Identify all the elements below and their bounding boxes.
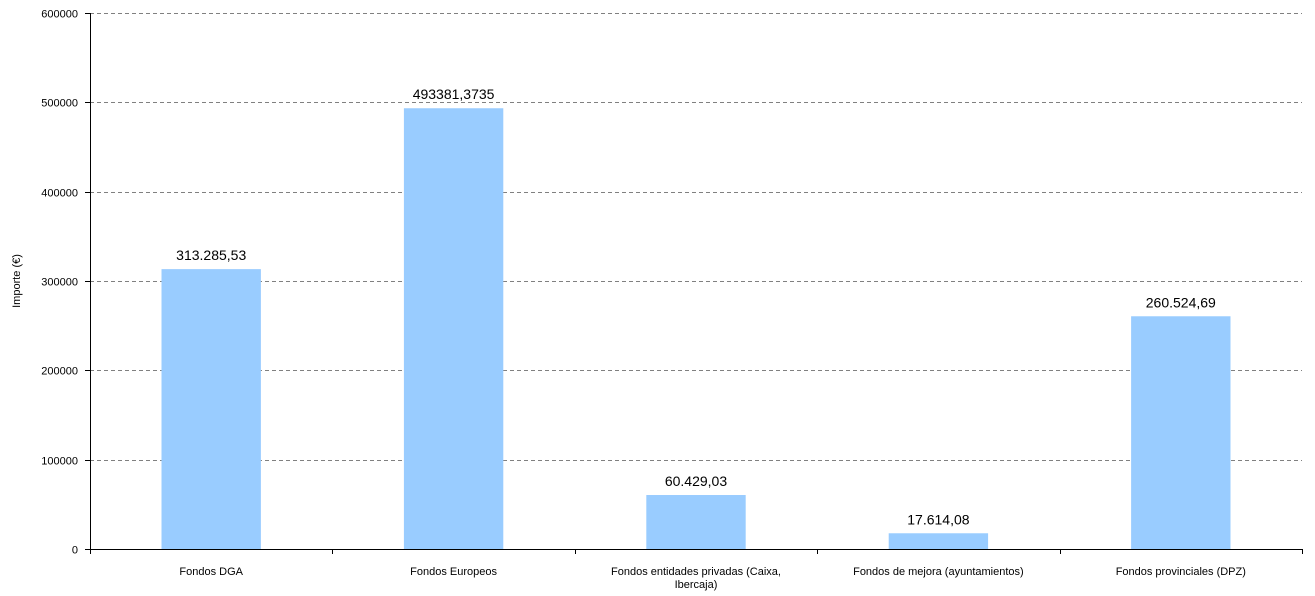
- y-tick-label: 0: [72, 545, 78, 557]
- y-axis-title: Importe (€): [11, 254, 23, 308]
- bar: [403, 108, 504, 549]
- labels: 0 100000 200000 300000 400000 500000 600000 313…: [41, 9, 1246, 592]
- bar: [161, 269, 261, 549]
- x-tick-label: Fondos entidades privadas (Caixa,: [611, 566, 781, 578]
- bar: [888, 533, 989, 549]
- data-label: 60.429,03: [665, 473, 727, 489]
- data-label: 313.285,53: [176, 247, 246, 263]
- x-tick-label: Fondos provinciales (DPZ): [1116, 566, 1246, 578]
- bars: [161, 108, 1231, 549]
- y-tick-label: 100000: [41, 456, 78, 468]
- data-label: 17.614,08: [907, 511, 969, 527]
- x-tick-label: Ibercaja): [675, 579, 718, 591]
- data-label: 493381,3735: [413, 86, 495, 102]
- y-tick-label: 200000: [41, 366, 78, 378]
- y-tick-label: 400000: [41, 188, 78, 200]
- axes: [85, 13, 1303, 554]
- y-tick-label: 500000: [41, 98, 78, 110]
- x-tick-label: Fondos Europeos: [410, 566, 497, 578]
- bar: [1131, 316, 1231, 549]
- data-label: 260.524,69: [1146, 294, 1216, 310]
- y-tick-label: 600000: [41, 9, 78, 21]
- x-tick-label: Fondos de mejora (ayuntamientos): [853, 566, 1024, 578]
- bar: [646, 495, 746, 549]
- y-tick-label: 300000: [41, 277, 78, 289]
- x-tick-label: Fondos DGA: [179, 566, 243, 578]
- gridlines: [90, 13, 1302, 461]
